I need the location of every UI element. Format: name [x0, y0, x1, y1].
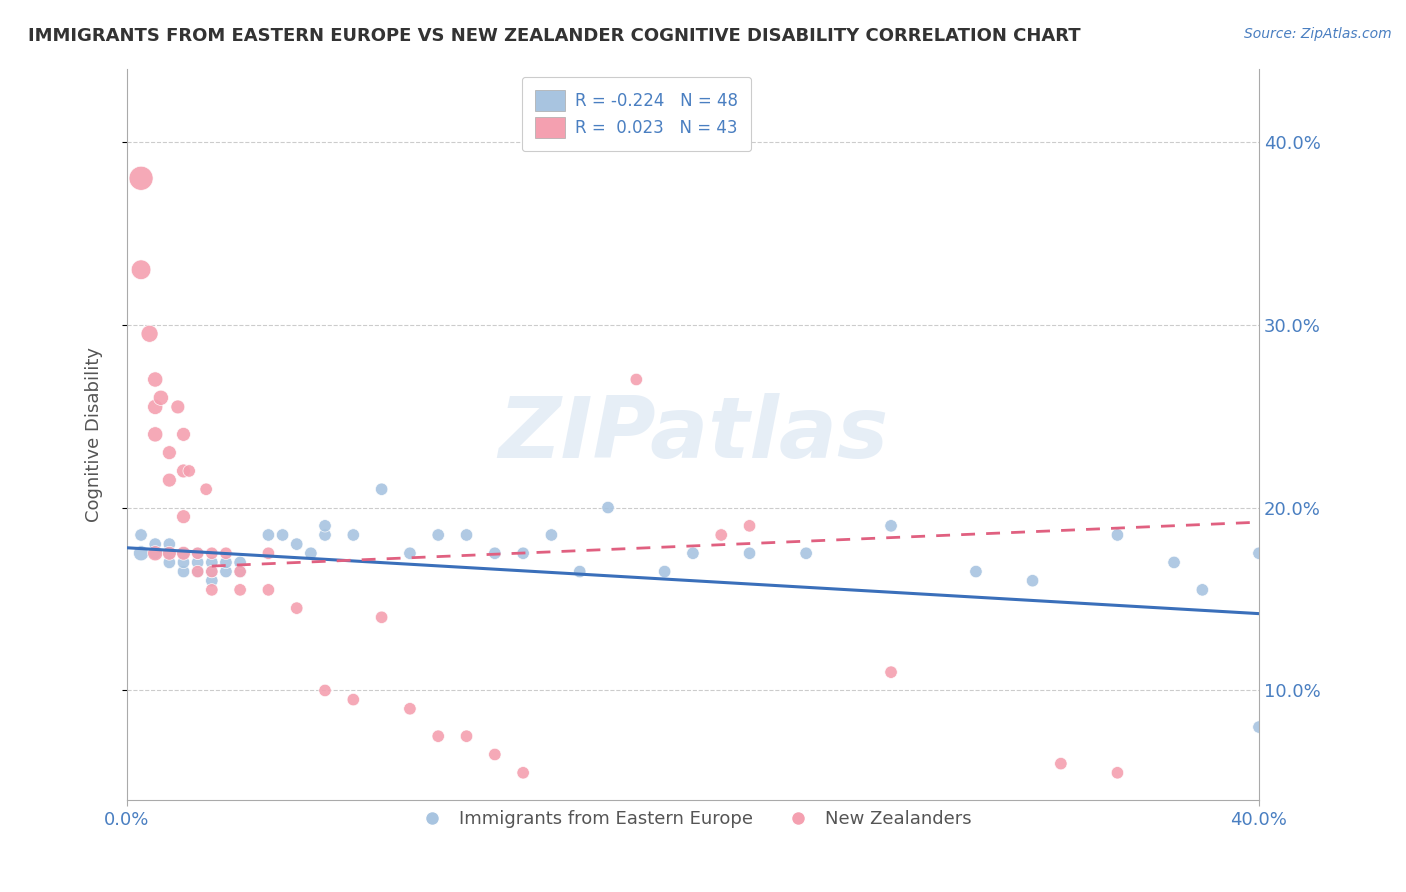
Point	[215, 546, 238, 560]
Point	[215, 565, 238, 579]
Point	[682, 546, 704, 560]
Point	[143, 400, 166, 414]
Point	[257, 528, 280, 542]
Point	[229, 582, 252, 597]
Point	[129, 171, 152, 186]
Point	[738, 546, 761, 560]
Point	[540, 528, 562, 542]
Text: IMMIGRANTS FROM EASTERN EUROPE VS NEW ZEALANDER COGNITIVE DISABILITY CORRELATION: IMMIGRANTS FROM EASTERN EUROPE VS NEW ZE…	[28, 27, 1081, 45]
Point	[271, 528, 294, 542]
Point	[568, 565, 591, 579]
Text: ZIPatlas: ZIPatlas	[498, 392, 889, 475]
Point	[710, 528, 733, 542]
Point	[157, 537, 180, 551]
Point	[1163, 556, 1185, 570]
Point	[427, 729, 450, 743]
Point	[187, 565, 209, 579]
Point	[1050, 756, 1073, 771]
Point	[1247, 546, 1270, 560]
Point	[342, 692, 364, 706]
Point	[370, 610, 392, 624]
Point	[201, 556, 224, 570]
Point	[187, 565, 209, 579]
Point	[399, 702, 422, 716]
Point	[143, 546, 166, 560]
Point	[738, 518, 761, 533]
Point	[157, 445, 180, 459]
Point	[370, 482, 392, 496]
Point	[201, 582, 224, 597]
Point	[794, 546, 817, 560]
Point	[166, 400, 188, 414]
Point	[229, 565, 252, 579]
Point	[1021, 574, 1043, 588]
Point	[257, 582, 280, 597]
Point	[314, 518, 336, 533]
Point	[143, 372, 166, 386]
Point	[157, 556, 180, 570]
Point	[138, 326, 160, 341]
Point	[1191, 582, 1213, 597]
Y-axis label: Cognitive Disability: Cognitive Disability	[86, 347, 103, 522]
Point	[149, 391, 172, 405]
Point	[173, 464, 195, 478]
Point	[965, 565, 987, 579]
Point	[484, 546, 506, 560]
Point	[143, 427, 166, 442]
Point	[257, 546, 280, 560]
Point	[187, 546, 209, 560]
Point	[157, 473, 180, 487]
Point	[314, 528, 336, 542]
Point	[512, 765, 534, 780]
Point	[512, 546, 534, 560]
Point	[299, 546, 322, 560]
Point	[187, 556, 209, 570]
Point	[173, 427, 195, 442]
Point	[1107, 528, 1129, 542]
Point	[157, 546, 180, 560]
Point	[285, 537, 308, 551]
Point	[229, 556, 252, 570]
Point	[880, 665, 903, 680]
Point	[654, 565, 676, 579]
Legend: Immigrants from Eastern Europe, New Zealanders: Immigrants from Eastern Europe, New Zeal…	[406, 803, 979, 835]
Point	[179, 464, 201, 478]
Point	[456, 528, 478, 542]
Point	[129, 546, 152, 560]
Point	[215, 556, 238, 570]
Point	[201, 574, 224, 588]
Point	[880, 518, 903, 533]
Point	[229, 565, 252, 579]
Point	[484, 747, 506, 762]
Point	[187, 546, 209, 560]
Point	[201, 546, 224, 560]
Point	[201, 565, 224, 579]
Point	[173, 565, 195, 579]
Point	[626, 372, 648, 386]
Point	[195, 482, 218, 496]
Point	[143, 537, 166, 551]
Point	[129, 528, 152, 542]
Point	[456, 729, 478, 743]
Point	[173, 556, 195, 570]
Point	[314, 683, 336, 698]
Point	[173, 509, 195, 524]
Point	[143, 546, 166, 560]
Point	[1247, 720, 1270, 734]
Point	[342, 528, 364, 542]
Point	[399, 546, 422, 560]
Point	[173, 546, 195, 560]
Point	[427, 528, 450, 542]
Point	[129, 262, 152, 277]
Point	[285, 601, 308, 615]
Point	[173, 546, 195, 560]
Point	[157, 546, 180, 560]
Point	[201, 565, 224, 579]
Point	[596, 500, 619, 515]
Text: Source: ZipAtlas.com: Source: ZipAtlas.com	[1244, 27, 1392, 41]
Point	[1107, 765, 1129, 780]
